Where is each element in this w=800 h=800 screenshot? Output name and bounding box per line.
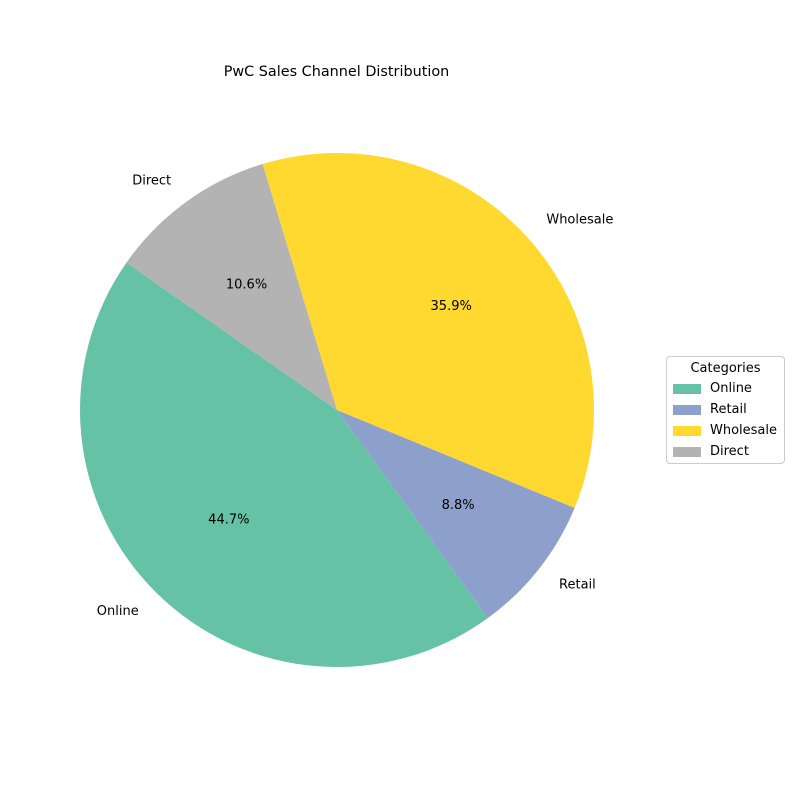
chart-title: PwC Sales Channel Distribution [223, 64, 450, 80]
pie-slice-wholesale [262, 153, 594, 508]
legend-swatch [673, 383, 701, 394]
legend: Categories Online Retail Wholesale Direct [666, 356, 785, 464]
pct-label-retail: 8.8% [442, 498, 475, 513]
pie-slice-online [80, 262, 488, 668]
legend-label: Wholesale [710, 423, 778, 438]
legend-item-retail: Retail [667, 399, 784, 420]
legend-swatch [673, 404, 701, 415]
slice-label-wholesale: Wholesale [546, 213, 613, 228]
legend-swatch [673, 425, 701, 436]
legend-swatch [673, 446, 701, 457]
legend-label: Direct [710, 444, 749, 459]
legend-item-wholesale: Wholesale [667, 420, 784, 441]
legend-item-online: Online [667, 378, 784, 399]
legend-item-direct: Direct [667, 441, 784, 462]
legend-label: Retail [710, 402, 747, 417]
pct-label-wholesale: 35.9% [431, 299, 472, 314]
slice-label-direct: Direct [132, 174, 171, 189]
legend-label: Online [710, 381, 752, 396]
pct-label-online: 44.7% [208, 512, 249, 527]
slice-label-retail: Retail [559, 577, 596, 592]
pie-slice-direct [126, 164, 337, 410]
pie-slice-retail [337, 410, 575, 619]
slice-label-online: Online [97, 604, 139, 619]
legend-title: Categories [690, 361, 761, 376]
pct-label-direct: 10.6% [226, 278, 267, 293]
